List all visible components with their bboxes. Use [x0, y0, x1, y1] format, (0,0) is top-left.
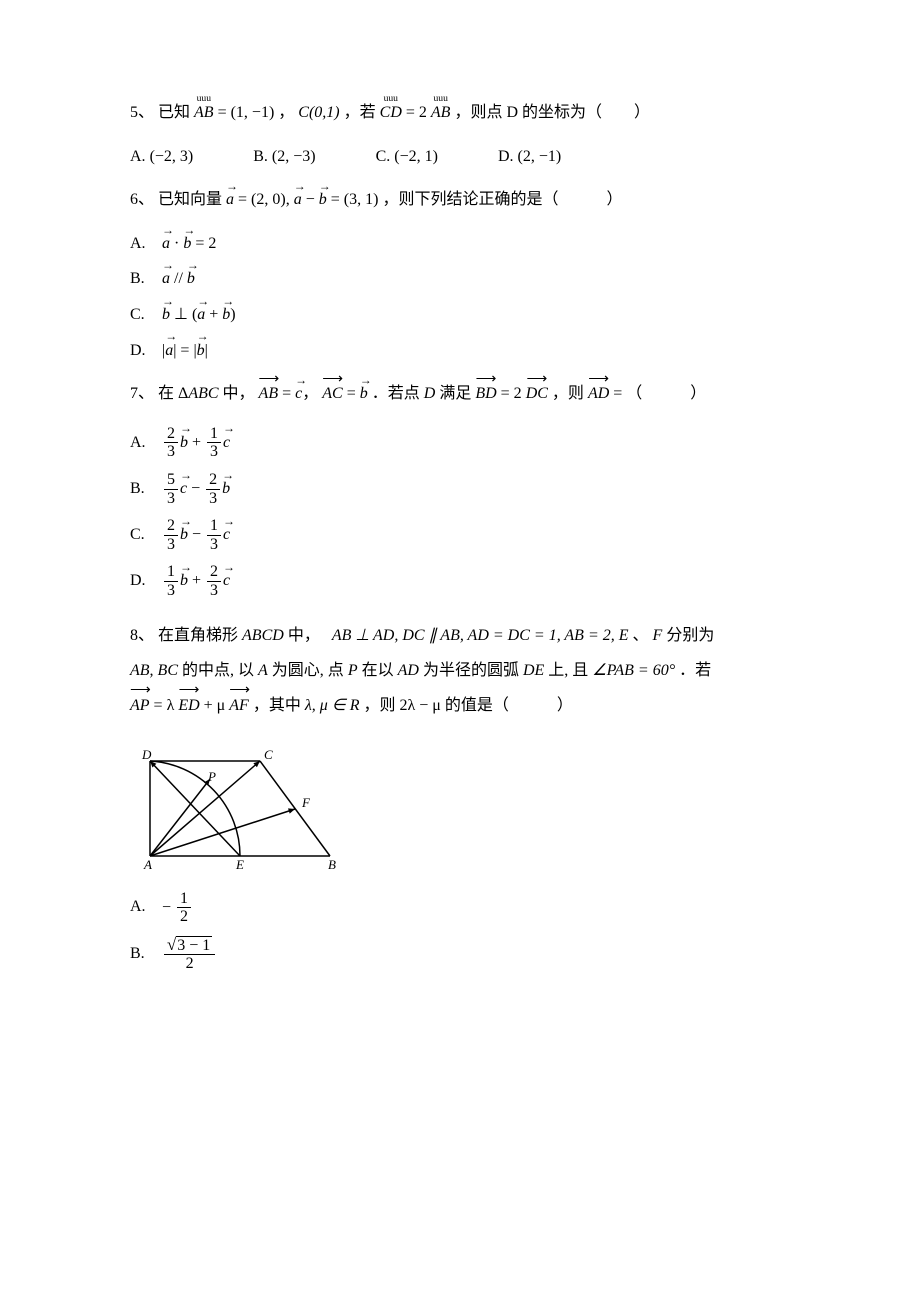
q5-opt-d: D. (2, −1)	[498, 148, 589, 165]
vector-DC: DC	[526, 381, 548, 407]
q6-opt-a: A. a · b = 2	[130, 231, 800, 257]
q5-opt-b: B. (2, −3)	[253, 148, 343, 165]
svg-text:F: F	[301, 795, 311, 810]
svg-text:B: B	[328, 857, 336, 871]
q6-t1: 已知向量	[158, 191, 222, 208]
vector-AP: AP	[130, 688, 150, 723]
vector-AB2: AB	[431, 100, 451, 126]
q6-number: 6、	[130, 191, 154, 208]
q5-mid1: ，	[278, 104, 294, 121]
vector-AB: AB	[259, 381, 279, 407]
q7-opt-b: B. 53c − 23b	[130, 471, 800, 507]
vector-AF: AF	[229, 688, 249, 723]
q6-opt-d: D. |a| = |b|	[130, 338, 800, 364]
svg-text:A: A	[143, 857, 152, 871]
q6-opt-b: B. a // b	[130, 266, 800, 292]
q8-opt-a: A. − 12	[130, 890, 800, 926]
vector-AD: AD	[588, 381, 609, 407]
q6-eq2: = (3, 1)	[331, 191, 379, 208]
q5-opt-a: A. (−2, 3)	[130, 148, 221, 165]
q5-c: C(0,1)	[298, 104, 339, 121]
q8-diagram: D C P F A E B	[130, 741, 800, 880]
vector-a: a	[226, 187, 234, 213]
q7-opt-a: A. 23b + 13c	[130, 425, 800, 461]
question-5: 5、 已知 AB = (1, −1) ， C(0,1) ，若 CD = 2 AB…	[130, 100, 800, 126]
svg-text:P: P	[207, 769, 216, 784]
vector-BD: BD	[475, 381, 496, 407]
q5-options: A. (−2, 3) B. (2, −3) C. (−2, 1) D. (2, …	[130, 144, 800, 170]
vector-ED: ED	[178, 688, 199, 723]
q8-opt-b: B. √3 − 1 2	[130, 936, 800, 973]
svg-text:D: D	[141, 747, 152, 762]
q7-number: 7、	[130, 385, 154, 402]
q7-opt-d: D. 13b + 23c	[130, 563, 800, 599]
vector-a2: a	[294, 187, 302, 213]
question-8: 8、 在直角梯形 ABCD 中， AB ⊥ AD, DC ∥ AB, AD = …	[130, 618, 800, 724]
vector-AB: AB	[194, 100, 214, 126]
svg-text:E: E	[235, 857, 244, 871]
q5-pre: 已知	[158, 104, 190, 121]
q7-opt-c: C. 23b − 13c	[130, 517, 800, 553]
q6-t2: ，则下列结论正确的是（ ）	[382, 191, 622, 208]
q5-mid2: ，若	[344, 104, 376, 121]
vector-AC: AC	[322, 381, 342, 407]
q5-post: ，则点 D 的坐标为（ ）	[454, 104, 650, 121]
vector-CD: CD	[380, 100, 402, 126]
q6-opt-c: C. b ⊥ (a + b)	[130, 302, 800, 328]
q5-opt-c: C. (−2, 1)	[376, 148, 466, 165]
svg-text:C: C	[264, 747, 273, 762]
question-6: 6、 已知向量 a = (2, 0), a − b = (3, 1) ，则下列结…	[130, 187, 800, 213]
q6-eq1: = (2, 0),	[238, 191, 294, 208]
question-7: 7、 在 ΔABC 中， AB = c， AC = b ．若点 D 满足 BD …	[130, 381, 800, 407]
vector-b: b	[319, 187, 327, 213]
q5-eq2a: = 2	[406, 104, 427, 121]
q5-eq1: = (1, −1)	[218, 104, 275, 121]
q8-number: 8、	[130, 627, 154, 644]
q5-number: 5、	[130, 104, 154, 121]
